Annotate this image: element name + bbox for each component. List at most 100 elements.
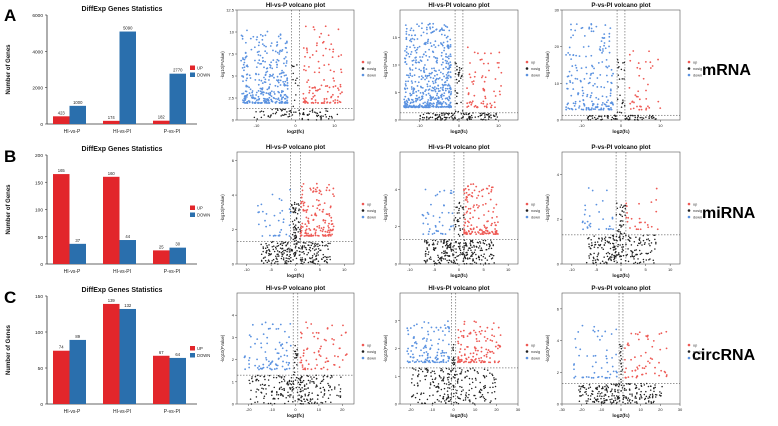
volcano-point-nosig — [618, 228, 620, 231]
volcano-point-down — [424, 188, 427, 191]
volcano-point-nosig — [597, 392, 599, 395]
volcano-point-down — [405, 63, 408, 66]
volcano-point-up — [480, 356, 483, 359]
volcano-point-up — [638, 364, 641, 367]
bar-y-tick-label: 0 — [40, 122, 43, 128]
volcano-point-up — [470, 102, 473, 104]
volcano-point-up — [485, 355, 488, 358]
volcano-point-down — [255, 99, 258, 102]
volcano-point-up — [300, 225, 303, 228]
volcano-point-down — [257, 95, 260, 98]
volcano-point-up — [318, 226, 321, 229]
volcano-point-down — [410, 105, 413, 108]
volcano-point-down — [440, 94, 443, 97]
volcano-point-nosig — [298, 394, 300, 396]
volcano-point-up — [467, 361, 470, 364]
volcano-point-up — [631, 370, 634, 372]
volcano-point-nosig — [297, 241, 299, 243]
volcano-point-nosig — [493, 377, 495, 379]
volcano-point-nosig — [595, 118, 597, 121]
volcano-point-down — [447, 343, 450, 346]
volcano-point-nosig — [307, 379, 310, 382]
volcano-point-up — [318, 36, 321, 38]
volcano-point-down — [443, 24, 446, 26]
volcano-point-nosig — [623, 232, 626, 235]
volcano-point-nosig — [611, 401, 613, 404]
volcano-point-up — [476, 340, 478, 343]
volcano-point-nosig — [294, 247, 297, 249]
volcano-point-down — [434, 79, 437, 82]
volcano-point-nosig — [475, 245, 478, 248]
volcano-point-nosig — [479, 391, 482, 394]
volcano-point-down — [443, 92, 446, 95]
volcano-point-nosig — [616, 118, 618, 120]
volcano-point-nosig — [650, 401, 652, 403]
volcano-point-down — [257, 73, 260, 76]
volcano-x-tick-label: -10 — [254, 123, 261, 128]
volcano-point-down — [271, 360, 274, 363]
volcano-point-nosig — [456, 65, 458, 68]
volcano-point-up — [479, 58, 482, 61]
volcano-point-nosig — [453, 401, 455, 404]
volcano-point-nosig — [431, 402, 434, 405]
volcano-point-nosig — [624, 204, 626, 207]
volcano-x-tick-label: 20 — [340, 407, 345, 412]
volcano-point-down — [407, 52, 410, 55]
volcano-point-nosig — [436, 390, 438, 393]
volcano-ylabel: -log10(FValue) — [383, 51, 388, 79]
volcano-point-up — [318, 189, 321, 192]
volcano-point-up — [469, 101, 472, 103]
volcano-point-up — [639, 228, 642, 231]
volcano-point-down — [245, 90, 248, 93]
volcano-point-nosig — [268, 248, 270, 251]
volcano-point-nosig — [661, 385, 663, 388]
volcano-point-down — [442, 358, 445, 361]
volcano-point-nosig — [461, 228, 464, 230]
volcano-point-down — [448, 106, 451, 109]
volcano-point-nosig — [303, 245, 306, 247]
volcano-point-down — [441, 58, 444, 61]
volcano-point-nosig — [438, 261, 441, 264]
volcano-point-nosig — [448, 116, 451, 119]
volcano-point-nosig — [469, 400, 471, 403]
volcano-point-down — [249, 88, 252, 91]
volcano-point-nosig — [446, 112, 449, 115]
volcano-point-nosig — [621, 102, 624, 104]
volcano-point-nosig — [432, 381, 435, 384]
volcano-point-up — [470, 183, 472, 186]
volcano-point-nosig — [438, 115, 440, 117]
bar-value-label: 182 — [158, 115, 166, 120]
volcano-point-nosig — [484, 116, 486, 118]
volcano-point-down — [418, 354, 421, 357]
volcano-point-down — [605, 101, 608, 104]
volcano-point-up — [488, 232, 491, 235]
volcano-point-down — [427, 105, 430, 108]
volcano-point-down — [444, 97, 447, 100]
volcano-point-nosig — [619, 255, 622, 257]
volcano-point-up — [491, 222, 493, 225]
volcano-point-up — [305, 69, 307, 72]
volcano-point-down — [268, 86, 271, 88]
volcano-point-nosig — [410, 396, 413, 398]
volcano-point-down — [257, 44, 260, 47]
volcano-point-down — [411, 59, 414, 62]
volcano-point-nosig — [630, 244, 633, 246]
volcano-y-tick-label: 1 — [395, 374, 398, 379]
volcano-point-nosig — [281, 376, 283, 378]
volcano-point-down — [257, 101, 259, 104]
volcano-point-up — [488, 184, 491, 187]
volcano-point-up — [487, 349, 490, 351]
volcano-point-up — [465, 191, 468, 194]
volcano-point-nosig — [645, 238, 648, 241]
volcano-point-up — [473, 209, 476, 212]
volcano-point-up — [483, 214, 485, 216]
volcano-point-down — [598, 211, 601, 213]
volcano-point-up — [326, 231, 329, 233]
volcano-point-nosig — [306, 374, 308, 377]
volcano-point-down — [268, 96, 271, 99]
volcano-point-nosig — [604, 242, 607, 244]
volcano-point-nosig — [494, 381, 496, 384]
volcano-point-nosig — [460, 390, 463, 393]
volcano-point-up — [304, 101, 306, 103]
volcano-point-up — [491, 328, 494, 331]
